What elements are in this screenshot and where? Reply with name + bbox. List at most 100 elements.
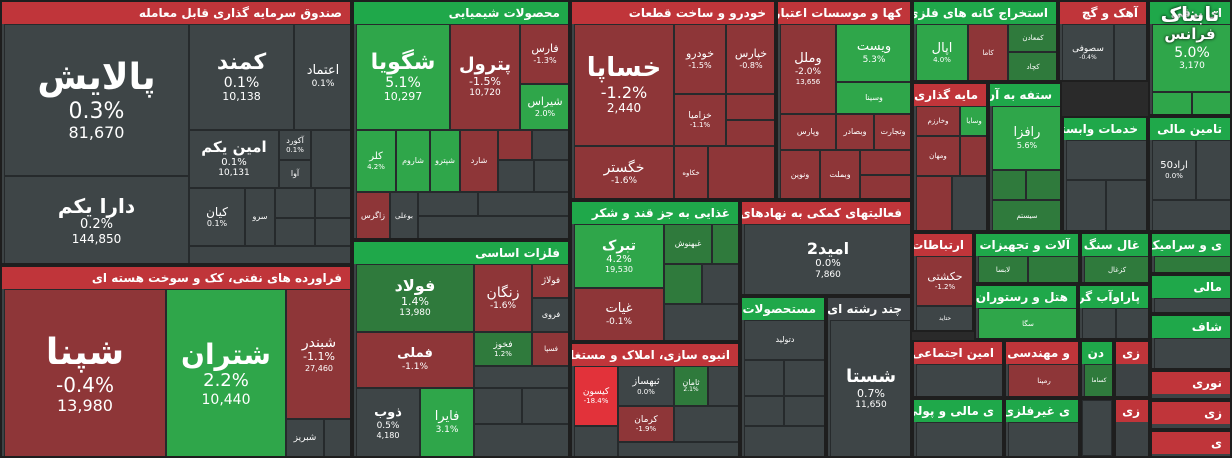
section-header[interactable]: زی (1152, 402, 1230, 424)
tile-small[interactable] (532, 130, 568, 160)
tile-sharad[interactable]: شارد (460, 130, 498, 192)
tile-darayekom[interactable]: دارا یکم 0.2% 144,850 (4, 176, 189, 263)
tile-small[interactable] (275, 218, 315, 246)
tile-kala[interactable]: کلر 4.2% (356, 130, 396, 192)
tile-sesga[interactable]: سگا (978, 308, 1076, 338)
section-header[interactable]: زی (1116, 400, 1148, 422)
tile-ipal[interactable]: اپال 4.0% (916, 24, 968, 80)
tile-power[interactable]: 5.0% 3,170 (1152, 24, 1230, 92)
tile-kian[interactable]: کیان 0.1% (189, 188, 245, 246)
tile-kesama[interactable]: کساما (1084, 364, 1112, 396)
tile-foolaj[interactable]: فولاژ (532, 264, 568, 298)
tile-ghebeshahr[interactable]: غبهنوش (664, 224, 712, 264)
tile-small[interactable] (311, 130, 350, 188)
tile-shasta[interactable]: شستا 0.7% 11,650 (830, 320, 910, 456)
tile-small[interactable] (1114, 24, 1146, 80)
section-header[interactable]: ی و سرامیک (1152, 234, 1230, 256)
tile-small[interactable] (275, 188, 315, 218)
section-header[interactable]: مالی (1152, 276, 1230, 298)
section-header[interactable]: ی غیرفلزی (1006, 400, 1078, 422)
tile-small[interactable] (916, 176, 952, 230)
tile-khasapa[interactable]: خساپا -1.2% 2,440 (574, 24, 674, 146)
tile-small[interactable] (1028, 256, 1078, 282)
section-header[interactable]: فراورده های نفتی، کک و سوخت هسته ای (2, 267, 350, 289)
tile-palayesh[interactable]: پالایش 0.3% 81,670 (4, 24, 189, 176)
tile-small[interactable] (708, 366, 738, 406)
tile-small[interactable] (744, 426, 824, 456)
section-header[interactable]: کها و موسسات اعتباری (778, 2, 910, 24)
tile-kechad[interactable]: کچاد (1008, 52, 1056, 80)
tile-vsina[interactable]: وسایا (960, 106, 986, 136)
section-header[interactable]: ستفه به آن (990, 84, 1060, 106)
tile-small[interactable] (1154, 338, 1230, 368)
section-header[interactable]: صندوق سرمایه گذاری قابل معامله (2, 2, 350, 24)
tile-small[interactable] (1116, 308, 1148, 338)
tile-small[interactable] (702, 264, 738, 304)
section-header[interactable]: ارتباطات (914, 234, 972, 256)
section-header[interactable]: امین اجتماعی (914, 342, 1002, 364)
tile-kamand[interactable]: کمند 0.1% 10,138 (189, 24, 294, 130)
section-header[interactable]: و مهندسی (1006, 342, 1078, 364)
tile-sharoom[interactable]: شاروم (396, 130, 430, 192)
tile-small[interactable] (1154, 256, 1230, 272)
tile-small[interactable] (1152, 200, 1230, 230)
tile-ghiyat[interactable]: غیات -0.1% (574, 288, 664, 340)
section-header[interactable]: تامین مالی (1150, 118, 1230, 140)
tile-small[interactable] (726, 94, 774, 120)
tile-vmahan[interactable]: ومهان (916, 136, 960, 176)
tile-small[interactable] (1192, 92, 1230, 114)
tile-small[interactable] (418, 216, 568, 238)
tile-small[interactable] (952, 176, 986, 230)
tile-small[interactable] (992, 170, 1026, 200)
section-header[interactable]: خدمات وابسته (1064, 118, 1146, 140)
tile-hekshati[interactable]: حکشتی -1.2% (916, 256, 972, 306)
tile-small[interactable] (474, 424, 568, 456)
tile-khegostar[interactable]: خگستر -1.6% (574, 146, 674, 198)
tile-etemad[interactable]: اعتماد 0.1% (294, 24, 350, 130)
tile-vebmelat[interactable]: وبملت (820, 150, 860, 198)
tile-small[interactable] (916, 422, 1002, 456)
tile-arad50[interactable]: اراد50 0.0% (1152, 140, 1196, 200)
tile-small[interactable] (674, 406, 738, 442)
tile-small[interactable] (574, 426, 618, 456)
tile-hetaid[interactable]: حتاید (916, 306, 972, 330)
section-header[interactable]: پاراوآب گرم (1080, 286, 1148, 308)
tile-small[interactable] (1106, 180, 1146, 230)
tile-small[interactable] (744, 396, 784, 426)
tile-vanovin[interactable]: ونوین (780, 150, 820, 198)
tile-small[interactable] (1026, 170, 1060, 200)
section-header[interactable]: انبوه سازی، املاک و مستغلات (572, 344, 738, 366)
tile-small[interactable] (664, 304, 738, 340)
tile-shaspa[interactable]: شپترو (430, 130, 460, 192)
section-header[interactable]: ی مالی و پولی (914, 400, 1002, 422)
tile-small[interactable] (960, 136, 986, 176)
tile-sesufi[interactable]: سصوفی -0.4% (1062, 24, 1114, 80)
tile-kemaden[interactable]: کمعادن (1008, 24, 1056, 52)
tile-small[interactable] (498, 160, 534, 192)
section-header[interactable]: غال سنگ (1082, 234, 1148, 256)
tile-femeli[interactable]: فملی -1.1% (356, 332, 474, 388)
section-header[interactable]: هتل و رستوران (976, 286, 1076, 308)
tile-shegouya[interactable]: شگویا 5.1% 10,297 (356, 24, 450, 130)
tile-aminyekom[interactable]: امین یکم 0.1% 10,131 (189, 130, 279, 188)
section-header[interactable]: نوری (1152, 372, 1230, 394)
tile-forvi[interactable]: فروی (532, 298, 568, 332)
tile-small[interactable] (1196, 140, 1230, 200)
tile-shebandar[interactable]: شبندر -1.1% 27,460 (286, 289, 350, 419)
tile-small[interactable] (474, 388, 522, 424)
tile-small[interactable] (1008, 422, 1078, 456)
section-header[interactable]: زی (1116, 342, 1148, 364)
tile-small[interactable] (708, 146, 774, 198)
section-header[interactable]: مستحصولات دارویی (742, 298, 824, 320)
tile-lasa[interactable]: لابسا (978, 256, 1028, 282)
tile-small[interactable] (418, 192, 478, 216)
tile-kerman[interactable]: کرمان -1.9% (618, 406, 674, 442)
tile-small[interactable] (324, 419, 350, 456)
section-header[interactable]: آهک و گچ (1060, 2, 1146, 24)
tile-vemelal[interactable]: وملل -2.0% 13,656 (780, 24, 836, 114)
tile-vist[interactable]: ویست 5.3% (836, 24, 910, 82)
section-header[interactable]: مایه گذاری (914, 84, 986, 106)
tile-petrol[interactable]: پترول -1.5% 10,720 (450, 24, 520, 130)
section-header[interactable]: چند رشته ای صنعتی (828, 298, 910, 320)
tile-vesina[interactable]: وسینا (836, 82, 910, 114)
